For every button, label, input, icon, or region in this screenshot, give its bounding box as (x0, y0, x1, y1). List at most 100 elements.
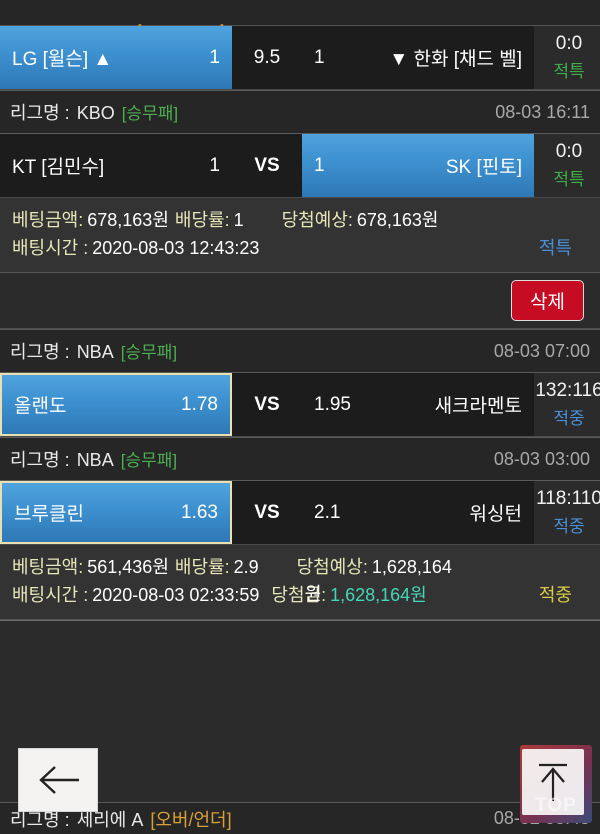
expected-payout-value: 678,163원 (356, 210, 439, 230)
outcome-cell-right[interactable]: 2.1 워싱턴 (302, 481, 534, 544)
odds-label: 배당률: (174, 557, 230, 577)
league-label: 리그명 : (10, 450, 70, 470)
team-name-left: 올랜도 (14, 396, 67, 417)
stake-label: 베팅금액: (12, 210, 84, 230)
actual-payout-label: 당첨금: (271, 585, 327, 605)
match-row[interactable]: 올랜도 1.78 VS 1.95 새크라멘토 132:116 적중 (0, 373, 600, 437)
bet-summary-line-2: 원 배팅시간 : 2020-08-03 02:33:59 당첨금: 1,628,… (12, 581, 588, 609)
league-name: KBO (76, 103, 115, 123)
odds-total-value: 1 (233, 210, 244, 230)
bet-summary-line-1: 베팅금액: 561,436원 배당률: 2.9 당첨예상: 1,628,164 (12, 553, 588, 581)
match-score: 0:0 (555, 33, 583, 54)
match-score: 132:116 (535, 380, 600, 401)
odds-left: 1 (209, 154, 220, 176)
odds-right: 1 (314, 46, 325, 68)
vs-separator: VS (232, 481, 302, 544)
league-name: NBA (76, 450, 114, 470)
odds-left: 1.78 (181, 393, 218, 415)
match-row[interactable]: 브루클린 1.63 VS 2.1 워싱턴 118:110 적중 (0, 481, 600, 545)
stake-group: 베팅금액: 561,436원 배당률: 2.9 (12, 553, 259, 581)
league-header: 리그명 : NBA [승무패] 08-03 07:00 (0, 329, 600, 373)
scroll-to-top-button[interactable]: TOP (520, 745, 592, 823)
delete-bar: 삭제 (0, 273, 600, 329)
team-name-left: 브루클린 (14, 504, 84, 525)
league-name-group: 리그명 : 세리에 A [오버/언더] (10, 806, 232, 832)
expected-payout-label: 당첨예상: (296, 557, 368, 577)
score-result-cell: 118:110 적중 (534, 481, 600, 544)
score-result-cell: 132:116 적중 (534, 373, 600, 436)
outcome-cell-right[interactable]: 1.95 새크라멘토 (302, 373, 534, 436)
bet-status-badge: 적중 (538, 585, 572, 605)
actual-payout-value: 1,628,164원 (330, 585, 427, 605)
match-datetime: 08-03 16:11 (495, 101, 590, 122)
vs-separator: VS (232, 373, 302, 436)
league-label: 리그명 : (10, 103, 70, 123)
market-type-tag: [오버/언더] (150, 809, 232, 830)
odds-label: 배당률: (174, 210, 230, 230)
team-name-right: ▼ 한화 [채드 벨] (389, 49, 522, 70)
result-badge: 적중 (553, 517, 585, 536)
bet-time-label: 배팅시간 : (12, 238, 89, 258)
odds-right: 2.1 (314, 501, 341, 523)
clipped-top-row: • • (0, 0, 600, 30)
delete-button[interactable]: 삭제 (511, 280, 584, 321)
bet-status-badge: 적특 (538, 238, 572, 258)
clipped-bottom-league-header: 리그명 : 세리에 A [오버/언더] 08-02 03:45 (0, 802, 600, 834)
league-name: 세리에 A (76, 809, 144, 830)
fab-surface (522, 749, 584, 815)
match-datetime: 08-03 03:00 (493, 448, 590, 469)
league-name-group: 리그명 : NBA [승무패] (10, 446, 177, 472)
actual-payout-group: 당첨금: 1,628,164원 (271, 581, 426, 609)
expected-payout-group: 당첨예상: 678,163원 (282, 206, 439, 234)
outcome-cell-right[interactable]: 1 ▼ 한화 [채드 벨] (302, 26, 534, 89)
match-datetime: 08-03 07:00 (493, 340, 590, 361)
expected-payout-label: 당첨예상: (281, 210, 353, 230)
score-result-cell: 0:0 적특 (534, 26, 600, 89)
bet-summary: 베팅금액: 561,436원 배당률: 2.9 당첨예상: 1,628,164 … (0, 545, 600, 620)
score-result-cell: 0:0 적특 (534, 134, 600, 197)
bet-time-label: 배팅시간 : (12, 585, 89, 605)
result-badge: 적특 (553, 62, 585, 81)
outcome-cell-left[interactable]: LG [윌슨] ▲ 1 (0, 26, 232, 89)
bet-time-value: 2020-08-03 12:43:23 (92, 238, 260, 258)
match-score: 118:110 (536, 488, 600, 509)
outcome-cell-right[interactable]: 1 SK [핀토] (302, 134, 534, 197)
outcome-cell-left[interactable]: 올랜도 1.78 (0, 373, 232, 436)
expected-payout-value: 1,628,164 (371, 557, 452, 577)
team-name-right: 새크라멘토 (434, 396, 522, 417)
overlapping-won-suffix: 원 (305, 584, 322, 604)
outcome-cell-left[interactable]: 브루클린 1.63 (0, 481, 232, 544)
stake-value: 561,436원 (87, 557, 169, 577)
market-type-tag: [승무패] (120, 343, 178, 362)
expected-payout-group: 당첨예상: 1,628,164 (297, 553, 452, 581)
odds-total-value: 2.9 (233, 557, 259, 577)
league-name: NBA (76, 342, 114, 362)
odds-left: 1 (209, 46, 220, 68)
stake-label: 베팅금액: (12, 557, 84, 577)
league-label: 리그명 : (10, 342, 70, 362)
stake-value: 678,163원 (87, 210, 169, 230)
arrow-left-icon (39, 766, 79, 794)
league-header: 리그명 : KBO [승무패] 08-03 16:11 (0, 90, 600, 134)
result-badge: 적특 (553, 170, 585, 189)
team-name-right: SK [핀토] (445, 157, 522, 178)
back-button[interactable] (18, 748, 98, 812)
arrow-up-icon (539, 763, 567, 801)
bet-summary-line-1: 베팅금액: 678,163원 배당률: 1 당첨예상: 678,163원 (12, 206, 588, 234)
odds-right: 1.95 (314, 393, 351, 415)
market-type-tag: [승무패] (121, 104, 179, 123)
market-type-tag: [승무패] (120, 451, 178, 470)
bet-time-value: 2020-08-03 02:33:59 (92, 585, 260, 605)
league-header: 리그명 : NBA [승무패] 08-03 03:00 (0, 437, 600, 481)
match-row[interactable]: LG [윌슨] ▲ 1 9.5 1 ▼ 한화 [채드 벨] 0:0 적특 (0, 26, 600, 90)
vs-separator: VS (232, 134, 302, 197)
stake-group: 베팅금액: 678,163원 배당률: 1 (12, 206, 244, 234)
team-name-left: LG [윌슨] ▲ (12, 49, 113, 70)
outcome-cell-left[interactable]: KT [김민수] 1 (0, 134, 232, 197)
match-score: 0:0 (555, 141, 583, 162)
result-badge: 적중 (553, 409, 585, 428)
league-label: 리그명 : (10, 809, 70, 830)
match-row[interactable]: KT [김민수] 1 VS 1 SK [핀토] 0:0 적특 (0, 134, 600, 198)
league-name-group: 리그명 : NBA [승무패] (10, 338, 177, 364)
